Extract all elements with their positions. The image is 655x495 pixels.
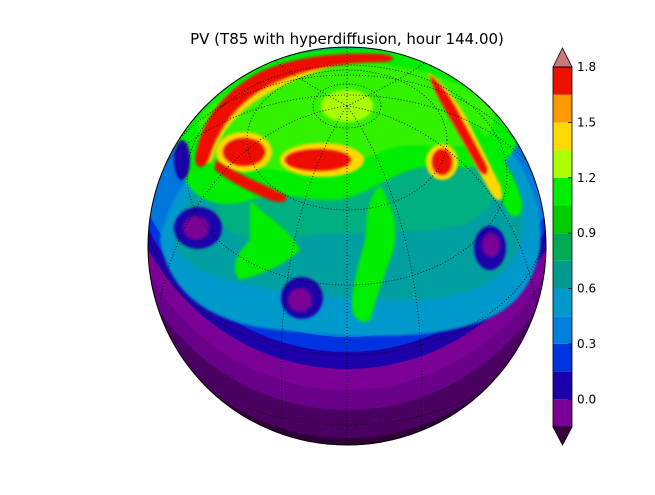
vortex-tail-red [215,160,287,203]
colorbar-tick-label: 0.3 [577,337,596,351]
meridian-4 [346,105,536,301]
meridian-3 [159,105,348,301]
colorbar-tick-label: 0.0 [577,392,596,406]
arm-right-green [465,120,522,217]
colorbar-segment [553,205,572,234]
colorbar-segment [553,150,572,178]
meridian-1 [280,105,348,441]
filament-east-red [430,75,488,175]
vortex-blue-northwest [174,140,190,180]
chart-title: PV (T85 with hyperdiffusion, hour 144.00… [190,30,504,48]
colorbar-segment [553,343,572,372]
colorbar-segment [553,67,572,95]
colorbar-extend-max [552,47,573,68]
colorbar-tick-label: 1.2 [577,171,596,185]
colorbar-tick-label: 0.6 [577,282,596,296]
colorbar-segment [553,371,572,400]
globe-map [148,47,546,445]
colorbar-tick-label: 0.9 [577,226,596,240]
colorbar-segment [553,260,572,289]
colorbar-segment [553,316,572,344]
globe-outline [147,46,547,446]
vortex-purple-west [183,216,209,240]
arm-center-green [352,185,396,322]
meridian-6 [346,49,432,107]
colorbar-segment [553,399,572,427]
colorbar-segment [553,233,572,261]
filament-north-red [195,53,394,168]
parallel-60 [246,69,448,211]
vortex-purple-south [288,288,312,312]
colorbar-tick-label: 1.8 [577,60,596,74]
colorbar-segment [553,94,572,123]
meridian-2 [346,105,423,441]
colorbar-segment [553,288,572,317]
colorbar-segment [553,122,572,151]
colorbar-frame [552,66,573,428]
vortex-red-right [432,149,452,175]
graticule [148,47,546,445]
colorbar-segment [553,177,572,206]
colorbar-extend-min [552,426,573,446]
arm-left-green [234,200,300,280]
meridian-5 [268,47,348,107]
vortex-red-center [285,149,351,171]
colorbar: 0.0 0.3 0.6 0.9 1.2 1.5 1.8 [552,47,596,446]
colorbar-tick-label: 1.5 [577,115,596,129]
parallel-80 [312,83,382,129]
vortex-purple-east [482,233,500,257]
